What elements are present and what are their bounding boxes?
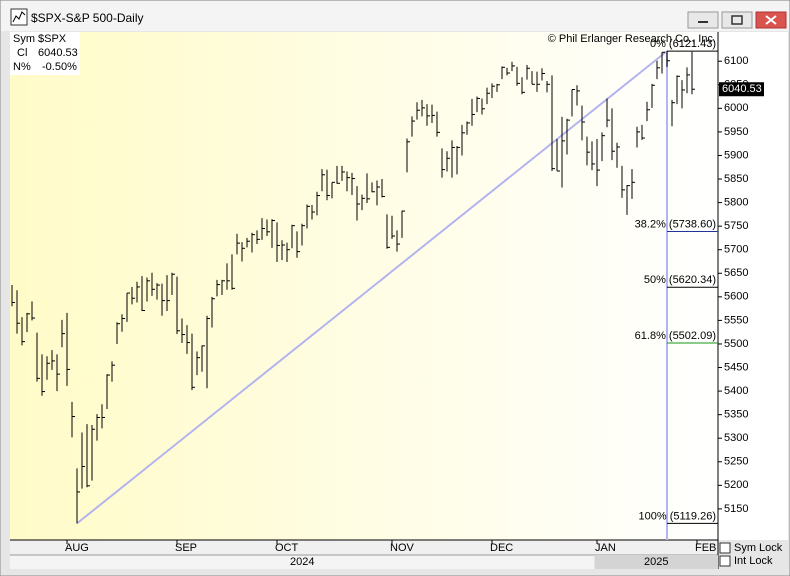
y-tick-label: 5400 — [724, 385, 748, 397]
y-axis-area — [718, 32, 788, 540]
y-tick-label: 5850 — [724, 173, 748, 185]
title-bar — [1, 1, 789, 31]
y-tick-label: 5900 — [724, 149, 748, 161]
int-lock-checkbox[interactable] — [719, 555, 731, 567]
fib-label: 0% (6121.43) — [650, 38, 716, 50]
minimize-button[interactable] — [687, 11, 719, 29]
x-tick-label: NOV — [390, 542, 415, 554]
y-tick-label: 6100 — [724, 55, 748, 67]
x-tick-label: SEP — [175, 542, 197, 554]
y-tick-label: 5450 — [724, 361, 748, 373]
year-label: 2025 — [644, 556, 668, 568]
copyright: © Phil Erlanger Research Co., Inc. — [548, 33, 716, 45]
close-glyph — [765, 15, 777, 25]
sym-lock-label[interactable]: Sym Lock — [734, 542, 783, 554]
y-tick-label: 5200 — [724, 479, 748, 491]
year-label: 2024 — [290, 556, 314, 568]
plot-area — [10, 32, 718, 540]
app-icon — [10, 8, 28, 26]
y-tick-label: 5300 — [724, 432, 748, 444]
last-price: 6040.53 — [722, 83, 762, 95]
restore-button[interactable] — [721, 11, 753, 29]
fib-label: 50% (5620.34) — [644, 274, 716, 286]
last-price-box — [719, 82, 764, 97]
close-value: 6040.53 — [38, 47, 78, 59]
month-row — [10, 540, 718, 555]
close-label: Cl — [17, 47, 27, 59]
info-box — [10, 32, 80, 75]
x-tick-label: JAN — [595, 542, 616, 554]
y-tick-label: 5550 — [724, 314, 748, 326]
y-tick-label: 6000 — [724, 102, 748, 114]
fib-label: 38.2% (5738.60) — [635, 218, 716, 230]
sym-lock-checkbox[interactable] — [719, 542, 731, 554]
x-tick-label: OCT — [275, 542, 299, 554]
year-row — [10, 555, 718, 569]
y-tick-label: 5800 — [724, 196, 748, 208]
restore-glyph — [731, 15, 743, 25]
y-tick-label: 5700 — [724, 244, 748, 256]
y-tick-label: 5750 — [724, 220, 748, 232]
year-band — [594, 555, 718, 569]
y-tick-label: 5500 — [724, 338, 748, 350]
x-tick-label: DEC — [490, 542, 513, 554]
x-tick-label: FEB — [695, 542, 716, 554]
y-tick-label: 5600 — [724, 291, 748, 303]
y-tick-label: 5150 — [724, 503, 748, 515]
symbol: $SPX — [38, 33, 67, 45]
window-title: $SPX-S&P 500-Daily — [31, 11, 144, 25]
fib-trendline — [76, 50, 668, 525]
change-value: -0.50% — [42, 61, 77, 73]
fib-label: 61.8% (5502.09) — [635, 330, 716, 342]
y-tick-label: 5250 — [724, 456, 748, 468]
change-label: N% — [13, 61, 31, 73]
x-tick-label: AUG — [65, 542, 89, 554]
app-icon-glyph — [12, 11, 26, 23]
int-lock-label[interactable]: Int Lock — [734, 555, 773, 567]
y-tick-label: 5950 — [724, 126, 748, 138]
y-tick-label: 5350 — [724, 409, 748, 421]
fib-label: 100% (5119.26) — [639, 510, 716, 522]
symbol-label: Sym — [13, 33, 35, 45]
y-tick-label: 5650 — [724, 267, 748, 279]
